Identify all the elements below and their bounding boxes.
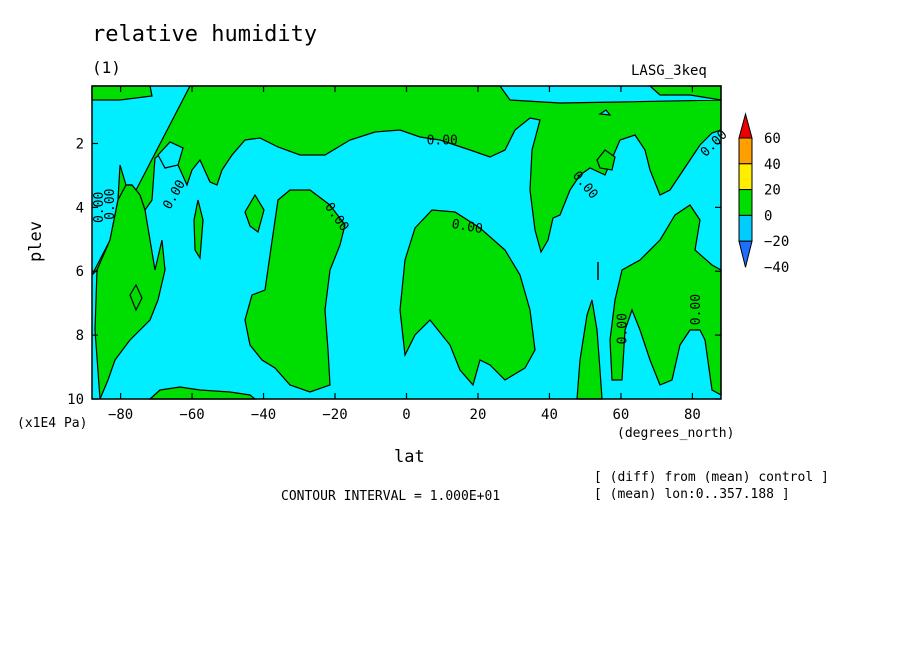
x-tick-label: −60 [179,407,204,423]
colorbar-box [738,189,753,216]
x-axis-label: lat [394,447,425,467]
x-axis: −80 −60 −40 −20 0 20 40 60 80 [108,86,701,423]
contour-label: 0.00 [450,217,483,237]
chart-subtitle: (1) [92,58,121,77]
contour-label: 0.00 [92,192,107,223]
colorbar-label: 20 [764,183,781,199]
x-tick-label: 0 [402,407,410,423]
x-tick-label: 80 [684,407,701,423]
run-label: LASG_3keq [631,63,707,79]
y-tick-label: 2 [76,136,84,152]
y-tick-label: 10 [67,392,84,408]
positive-island-3 [596,149,616,171]
contour-label: 0.00 [103,189,118,220]
y-tick-label: 4 [76,200,84,216]
positive-region-tropical [399,209,536,387]
x-tick-label: −80 [108,407,133,423]
diff-note: [ (diff) from (mean) control ] [594,470,829,485]
colorbar-box [738,214,753,242]
x-tick-label: 20 [470,407,487,423]
positive-region-south-polar [94,184,166,400]
chart-title: relative humidity [92,22,318,47]
colorbar-bottom-arrow [738,240,753,268]
contour-label: 0.00 [616,313,631,344]
x-axis-unit: (degrees_north) [617,426,735,441]
contour-label: 0.00 [689,294,704,325]
y-tick-label: 6 [76,264,84,280]
contour-label: 0.00 [427,133,458,148]
colorbar-label: 0 [764,208,772,224]
colorbar-box [738,163,753,191]
y-axis-unit: (x1E4 Pa) [17,416,88,431]
positive-region-north-column [576,299,603,400]
colorbar-label: −40 [764,260,789,276]
positive-island-4 [193,199,204,260]
x-tick-label: −20 [322,407,347,423]
contour-interval-text: CONTOUR INTERVAL = 1.000E+01 [281,489,501,504]
mean-note: [ (mean) lon:0..357.188 ] [594,487,790,502]
x-tick-label: 40 [541,407,558,423]
colorbar-label: −20 [764,234,789,250]
colorbar-label: 40 [764,157,781,173]
positive-region-north-high [609,204,722,397]
negative-island-1 [157,141,184,169]
colorbar-top-arrow [738,112,753,139]
positive-region-south-mid [244,189,346,393]
contour-fills [91,85,722,400]
x-tick-label: 60 [613,407,630,423]
y-tick-label: 8 [76,328,84,344]
positive-island-2 [129,283,143,312]
y-axis-label: plev [26,221,46,262]
negative-island-2 [598,109,612,116]
colorbar: 60 40 20 0 −20 −40 [738,112,789,276]
y-axis: 2 4 6 8 10 [67,136,721,408]
colorbar-box [738,137,753,165]
x-tick-label: −40 [251,407,276,423]
positive-island-1 [244,193,265,234]
colorbar-label: 60 [764,131,781,147]
